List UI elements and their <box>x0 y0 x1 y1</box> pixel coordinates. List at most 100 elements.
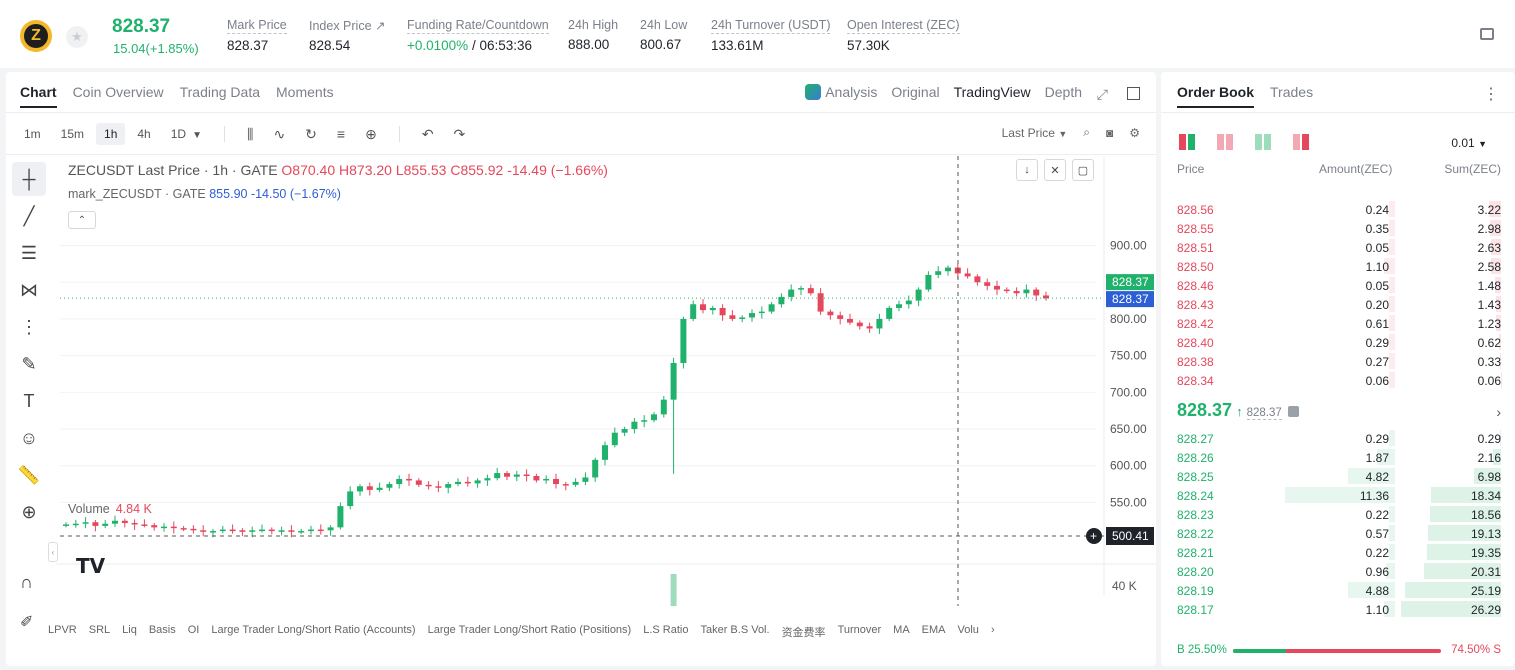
emoji-icon[interactable]: ☺ <box>19 427 39 448</box>
timeframe-1h[interactable]: 1h <box>96 123 126 145</box>
candle-body <box>131 522 138 525</box>
scroll-down-icon[interactable]: ↓ <box>1016 159 1038 181</box>
trend-line-icon[interactable]: ╱ <box>23 205 35 226</box>
ask-row[interactable]: 828.50 1.10 2.58 <box>1177 257 1501 276</box>
pattern-icon[interactable]: ⋈ <box>20 279 38 300</box>
ask-row[interactable]: 828.43 0.20 1.43 <box>1177 295 1501 314</box>
tab-coin-overview[interactable]: Coin Overview <box>72 84 164 100</box>
precision-select[interactable]: 0.01 ▼ <box>1451 136 1487 150</box>
chevron-right-icon[interactable]: › <box>990 624 995 636</box>
favorite-star-icon[interactable]: ★ <box>66 26 88 48</box>
camera-icon[interactable]: ◙ <box>1105 125 1114 140</box>
indicator-item[interactable]: Large Trader Long/Short Ratio (Accounts) <box>211 624 416 636</box>
templates-icon[interactable]: ≡ <box>336 126 346 142</box>
bid-row[interactable]: 828.17 1.10 26.29 <box>1177 600 1501 619</box>
ask-row[interactable]: 828.34 0.06 0.06 <box>1177 371 1501 390</box>
collapse-toolbar-button[interactable]: ‹ <box>48 542 58 562</box>
text-icon[interactable]: T <box>23 390 35 411</box>
tab-order-book[interactable]: Order Book <box>1177 84 1255 108</box>
fullscreen-icon[interactable]: ⤢ <box>1096 86 1108 102</box>
maximize-icon[interactable]: ▢ <box>1072 159 1094 181</box>
bid-row[interactable]: 828.24 11.36 18.34 <box>1177 486 1501 505</box>
indicator-item[interactable]: Volu <box>957 624 979 636</box>
stat-label[interactable]: Mark Price <box>227 18 287 34</box>
indicator-item[interactable]: Basis <box>148 624 176 636</box>
fib-icon[interactable]: ⋮ <box>20 316 38 337</box>
ask-row[interactable]: 828.40 0.29 0.62 <box>1177 333 1501 352</box>
more-options-icon[interactable]: ⋮ <box>1483 86 1499 103</box>
indicator-item[interactable]: LPVR <box>48 624 77 636</box>
price-type-select[interactable]: Last Price ▼ <box>1002 126 1068 140</box>
chevron-right-icon[interactable]: › <box>1496 404 1501 420</box>
horizontal-lines-icon[interactable]: ☰ <box>20 242 38 263</box>
tab-moments[interactable]: Moments <box>276 84 334 100</box>
tab-analysis[interactable]: Analysis <box>805 84 877 100</box>
indicator-item[interactable]: Taker B.S Vol. <box>700 624 770 636</box>
indicator-item[interactable]: Large Trader Long/Short Ratio (Positions… <box>427 624 632 636</box>
stat-label[interactable]: Open Interest (ZEC) <box>847 18 960 34</box>
search-icon[interactable]: ⌕ <box>1083 125 1090 139</box>
indicator-item[interactable]: OI <box>187 624 200 636</box>
ruler-icon[interactable]: 📏 <box>17 464 41 485</box>
crosshair-icon[interactable]: ┼ <box>12 162 46 196</box>
bid-row[interactable]: 828.20 0.96 20.31 <box>1177 562 1501 581</box>
candle-body <box>611 432 618 446</box>
book-icon[interactable] <box>1480 28 1494 40</box>
candlestick-chart[interactable]: 900.00850.00800.00750.00700.00650.00600.… <box>56 156 1156 606</box>
tab-tradingview[interactable]: TradingView <box>953 84 1031 100</box>
collapse-legend-button[interactable]: ⌃ <box>68 211 96 229</box>
indicator-item[interactable]: Liq <box>122 624 137 636</box>
magnet-icon[interactable]: ∩ <box>20 572 33 592</box>
tab-trades[interactable]: Trades <box>1270 84 1314 100</box>
indicator-item[interactable]: MA <box>893 624 910 636</box>
tab-chart[interactable]: Chart <box>20 84 57 108</box>
bid-row[interactable]: 828.23 0.22 18.56 <box>1177 505 1501 524</box>
stat-label[interactable]: 24h Turnover (USDT) <box>711 18 831 34</box>
indicators-icon[interactable]: ∿ <box>273 125 286 142</box>
timeframe-1m[interactable]: 1m <box>24 127 41 141</box>
bid-row[interactable]: 828.25 4.82 6.98 <box>1177 467 1501 486</box>
ask-row[interactable]: 828.55 0.35 2.98 <box>1177 219 1501 238</box>
indicator-item[interactable]: Turnover <box>837 624 882 636</box>
window-icon[interactable] <box>1127 87 1140 100</box>
tab-depth[interactable]: Depth <box>1044 84 1082 100</box>
candlestick-type-icon[interactable]: ⫼ <box>246 125 254 142</box>
ask-row[interactable]: 828.42 0.61 1.23 <box>1177 314 1501 333</box>
timeframe-15m[interactable]: 15m <box>60 127 85 141</box>
bid-row[interactable]: 828.22 0.57 19.13 <box>1177 524 1501 543</box>
undo-icon[interactable]: ↶ <box>421 125 434 142</box>
ask-row[interactable]: 828.51 0.05 2.63 <box>1177 238 1501 257</box>
stat-label[interactable]: Funding Rate/Countdown <box>407 18 549 34</box>
brush-icon[interactable]: ✎ <box>21 353 37 374</box>
tab-trading-data[interactable]: Trading Data <box>179 84 261 100</box>
view-depth-icon[interactable] <box>1293 134 1309 150</box>
zoom-in-icon[interactable]: ⊕ <box>21 501 37 522</box>
collapse-icon[interactable]: ✕ <box>1044 159 1066 181</box>
timeframe-1d[interactable]: 1D ▼ <box>163 123 210 145</box>
bid-row[interactable]: 828.21 0.22 19.35 <box>1177 543 1501 562</box>
tradingview-logo[interactable]: TV <box>76 554 106 578</box>
add-alert-icon[interactable]: ⊕ <box>365 125 377 142</box>
refresh-icon[interactable]: ↻ <box>305 125 317 142</box>
bid-row[interactable]: 828.26 1.87 2.16 <box>1177 448 1501 467</box>
timeframe-4h[interactable]: 4h <box>137 127 151 141</box>
y-tick-label: 650.00 <box>1110 422 1147 436</box>
stat-label[interactable]: Index Price ↗ <box>309 19 386 33</box>
ask-row[interactable]: 828.56 0.24 3.22 <box>1177 200 1501 219</box>
indicator-item[interactable]: 资金费率 <box>781 627 826 639</box>
view-bids-icon[interactable] <box>1255 134 1271 150</box>
view-asks-icon[interactable] <box>1217 134 1233 150</box>
indicator-item[interactable]: L.S Ratio <box>643 624 689 636</box>
bid-row[interactable]: 828.27 0.29 0.29 <box>1177 429 1501 448</box>
ask-row[interactable]: 828.38 0.27 0.33 <box>1177 352 1501 371</box>
gear-icon[interactable]: ⚙ <box>1129 125 1140 140</box>
mid-price-row[interactable]: 828.37 ↑ 828.37 › <box>1177 400 1501 424</box>
indicator-item[interactable]: SRL <box>88 624 111 636</box>
indicator-item[interactable]: EMA <box>921 624 946 636</box>
bid-row[interactable]: 828.19 4.88 25.19 <box>1177 581 1501 600</box>
view-both-icon[interactable] <box>1179 134 1195 150</box>
tab-original[interactable]: Original <box>891 84 940 100</box>
redo-icon[interactable]: ↷ <box>453 125 466 142</box>
pencil-lock-icon[interactable]: ✐ <box>20 614 34 631</box>
ask-row[interactable]: 828.46 0.05 1.48 <box>1177 276 1501 295</box>
